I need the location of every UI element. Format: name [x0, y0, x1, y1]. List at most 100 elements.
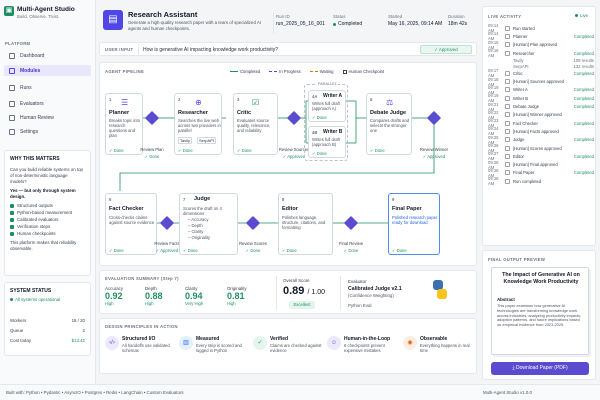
metric-clarity: Clarity 0.94 Very High — [185, 286, 221, 306]
legend-line-icon — [230, 71, 238, 72]
node-status-text: Done — [316, 115, 327, 120]
node-desc: Writes full draft (approach A) — [312, 101, 340, 111]
activity-label: Run started — [513, 25, 535, 31]
node-number: 6 — [109, 197, 112, 202]
judge-dim: – Depth — [188, 223, 203, 228]
started-value: May 16, 2025, 09:14 AM — [388, 21, 443, 27]
python-eval-label: Python Eval — [348, 303, 372, 308]
node-status: ✓ Done — [178, 148, 193, 153]
node-researcher[interactable]: 2 ⊕ Researcher Searches the live web acr… — [174, 93, 222, 155]
download-paper-button[interactable]: ⤓ Download Paper (PDF) — [491, 362, 589, 375]
sidebar-item-runs[interactable]: Runs — [4, 82, 91, 93]
status-label: Status — [333, 14, 346, 19]
judge-dim-label: Accuracy — [191, 217, 209, 222]
footer-version: Multi-Agent Studio v1.0.0 — [482, 390, 532, 395]
checkpoint-status-text: Approved — [287, 154, 306, 159]
activity-row: 09:23 AM Fact Checker Completed — [488, 118, 594, 129]
human-review-icon — [9, 114, 15, 121]
runs-icon — [9, 84, 15, 91]
node-judge[interactable]: 7 Judge Scores the draft on 4 dimensions… — [179, 193, 238, 255]
final-output-preview: FINAL OUTPUT PREVIEW The Impact of Gener… — [482, 250, 596, 380]
page-description: Generate a high-quality research paper w… — [128, 20, 262, 31]
activity-label: Critic — [513, 70, 523, 76]
node-title: Planner — [109, 110, 130, 116]
system-status-title: SYSTEM STATUS — [10, 288, 52, 294]
node-number: 8 — [282, 197, 285, 202]
node-number: 2 — [178, 97, 181, 102]
node-desc: Polishes language, structure, citations,… — [282, 215, 326, 230]
parallel-label: PARALLEL — [317, 82, 338, 86]
sidebar: ▣ Multi-Agent Studio Build. Observe. Tru… — [0, 0, 96, 400]
activity-row: 09:21 AM Debate Judge Completed — [488, 102, 594, 112]
activity-label: Writer B — [513, 95, 529, 101]
node-number: 3 — [237, 97, 240, 102]
activity-status: Completed — [573, 87, 594, 93]
activity-time: 09:23 AM — [488, 118, 499, 129]
live-badge: Live — [575, 13, 588, 18]
duration-label: Duration — [448, 14, 465, 19]
node-critic[interactable]: 3 ☑ Critic Evaluates source quality, rel… — [233, 93, 278, 155]
activity-icon — [505, 162, 510, 168]
check-item: Verification steps — [10, 224, 85, 229]
activity-time: 09:26 AM — [488, 143, 499, 154]
system-row-key: Queue — [10, 328, 24, 333]
python-logo-icon — [433, 280, 447, 299]
activity-time: 09:14 AM — [488, 31, 499, 42]
pipeline-connectors — [119, 100, 435, 224]
activity-subrow: Tavily 109 results — [488, 57, 594, 63]
paper-thumbnail[interactable]: The Impact of Generative AI on Knowledge… — [491, 267, 589, 355]
checkpoint-label: Review Scores — [239, 241, 267, 246]
checkpoint-status: ✓ Approved — [282, 154, 306, 159]
judge-dim: – Clarity — [188, 229, 204, 234]
activity-label: [Human] Winner approved — [513, 112, 562, 118]
system-row-value: 18 / 20 — [71, 318, 85, 323]
sidebar-item-human-review[interactable]: Human Review — [4, 112, 91, 123]
node-status: ✓ Done — [109, 248, 124, 253]
activity-icon — [505, 104, 510, 110]
app-tagline: Build. Observe. Trust. — [17, 14, 60, 19]
activity-label: Planner — [513, 33, 528, 39]
activity-time: 09:14 AM — [488, 23, 499, 34]
node-number: 1 — [109, 97, 112, 102]
node-planner[interactable]: 1 ☰ Planner Breaks topic into research q… — [105, 93, 143, 155]
activity-time: 09:16 AM — [488, 48, 499, 59]
node-writer-b[interactable]: 4B Writer B Writes full draft (approach … — [308, 126, 346, 158]
activity-icon — [505, 33, 510, 39]
evaluator-name: Calibrated Judge v2.1 — [348, 286, 402, 292]
activity-row: 09:18 AM [Human] Sources approved — [488, 76, 594, 87]
node-desc: Breaks topic into research questions and… — [109, 118, 140, 138]
node-status-text: Done — [187, 248, 198, 253]
activity-time: 09:18 AM — [488, 76, 499, 87]
why-footer: This platform makes that reliability obs… — [10, 240, 77, 251]
node-status-text: Done — [113, 148, 124, 153]
legend-line-icon — [309, 71, 318, 72]
run-id-value: run_2025_05_16_001 — [276, 21, 325, 27]
overall-label: Overall Score — [283, 278, 310, 283]
sidebar-item-modules[interactable]: Modules — [4, 65, 91, 76]
run-id-label: Run ID — [276, 14, 290, 19]
node-final-paper[interactable]: 9 Final Paper Polished research paper re… — [388, 193, 440, 255]
legend-label: In Progress — [279, 69, 301, 74]
legend-label: Waiting — [319, 69, 334, 74]
node-debate-judge[interactable]: 5 ⚖ Debate Judge Compares drafts and sel… — [366, 93, 412, 155]
metric-originality: Originality 0.81 High — [227, 286, 265, 306]
overall-grade-badge: Excellent — [289, 301, 315, 309]
node-editor[interactable]: 8 Editor Polishes language, structure, c… — [278, 193, 333, 255]
node-title: Critic — [237, 110, 252, 116]
checkpoint-status-text: Approved — [160, 248, 179, 253]
evaluation-summary: EVALUATION SUMMARY (Step 7) Accuracy 0.92… — [99, 270, 477, 314]
metric-grade: High — [145, 301, 154, 306]
system-row-key: Cost today — [10, 338, 31, 343]
node-writer-a[interactable]: 4A Writer A Writes full draft (approach … — [308, 90, 346, 122]
sidebar-item-dashboard[interactable]: Dashboard — [4, 50, 91, 61]
principle-desc: Everything happens in real time — [420, 343, 470, 353]
status-dot-icon — [10, 298, 13, 301]
sidebar-item-evaluators[interactable]: Evaluators — [4, 98, 91, 109]
sidebar-item-settings[interactable]: Settings — [4, 126, 91, 137]
evaluator-sub: (Confidence Weighting) — [348, 293, 394, 298]
node-fact-checker[interactable]: 6 Fact Checker Cross-checks claims again… — [105, 193, 157, 255]
status-badge: Completed — [333, 21, 362, 27]
activity-label: [Human] Plan approved — [513, 42, 557, 48]
principles-title: DESIGN PRINCIPLES IN ACTION — [105, 324, 178, 329]
user-input-value[interactable]: How is generative AI impacting knowledge… — [143, 47, 279, 53]
